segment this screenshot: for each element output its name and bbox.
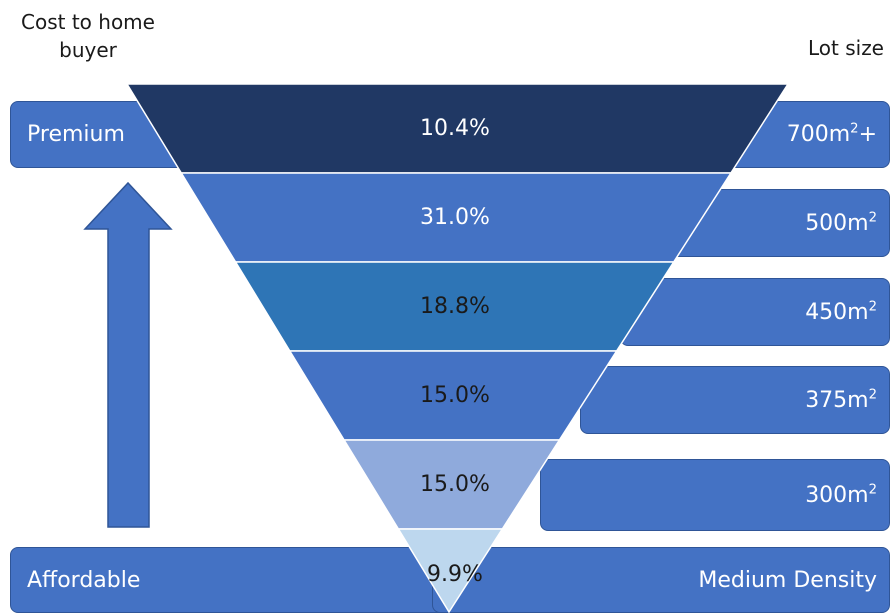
header-lot-size: Lot size (807, 36, 884, 60)
medium-density-label-box: Medium Density (432, 547, 890, 613)
funnel-tier-value-3: 18.8% (420, 293, 490, 319)
funnel-tier-value-2: 31.0% (420, 204, 490, 230)
lot-size-label-450: 450m2 (805, 299, 877, 325)
premium-label: Premium (27, 122, 125, 147)
funnel-tier-value-1: 10.4% (420, 115, 490, 141)
medium-density-label: Medium Density (698, 567, 877, 593)
lot-size-box-375: 375m2 (580, 366, 890, 434)
funnel-tier-value-6: 9.9% (427, 562, 483, 587)
lot-size-label-500: 500m2 (805, 210, 877, 236)
lot-size-label-700: 700m2+ (786, 121, 877, 147)
lot-size-box-300: 300m2 (540, 459, 890, 531)
lot-size-label-375: 375m2 (805, 387, 877, 413)
up-arrow-icon (83, 181, 173, 528)
lot-size-label-300: 300m2 (805, 482, 877, 508)
affordable-label: Affordable (27, 567, 141, 593)
funnel-tier-value-4: 15.0% (420, 382, 490, 408)
funnel-tier-value-5: 15.0% (420, 471, 490, 497)
funnel-tier-6 (397, 528, 504, 614)
header-cost-to-home-buyer: Cost to home buyer (21, 10, 155, 62)
lot-size-box-450: 450m2 (620, 278, 890, 346)
